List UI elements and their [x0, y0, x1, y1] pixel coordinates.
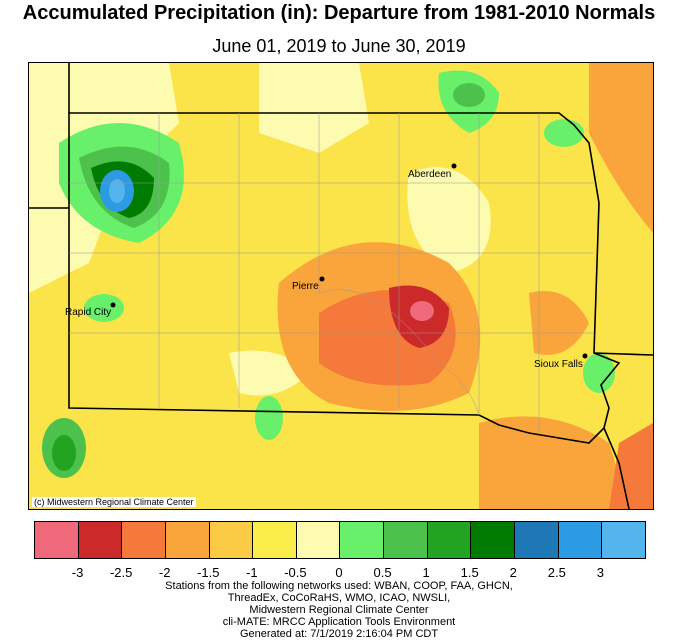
legend-tick-label: 0.5: [373, 565, 392, 580]
city-label-rapid-city: Rapid City: [65, 307, 111, 318]
legend-tick-label: -2: [158, 565, 171, 580]
city-dot-rapid-city: [110, 302, 116, 308]
map-canvas: Aberdeen Pierre Rapid City Sioux Falls: [29, 63, 653, 509]
state-boundary-east: [593, 352, 653, 356]
map-title: Accumulated Precipitation (in): Departur…: [22, 2, 656, 24]
legend-swatch: [558, 522, 603, 558]
zone-wet-south: [255, 396, 283, 440]
footer-line: Generated at: 7/1/2019 2:16:04 PM CDT: [239, 628, 439, 640]
zone-driest-center: [410, 301, 434, 321]
zone-wet-rapid-city: [84, 294, 124, 322]
county-lines: [69, 113, 594, 433]
legend-swatch: [209, 522, 254, 558]
legend-tick-label: -2.5: [109, 565, 133, 580]
zone-near-zero-north: [259, 63, 369, 153]
city-dot-pierre: [319, 276, 325, 282]
state-boundary-south: [68, 208, 605, 444]
legend-swatch: [165, 522, 210, 558]
zone-very-dry-corner: [609, 423, 653, 509]
legend-swatch: [471, 522, 516, 558]
legend-swatch: [253, 522, 297, 558]
legend-swatch: [122, 522, 166, 558]
date-range: June 01, 2019 to June 30, 2019: [212, 36, 466, 56]
zone-dry-northeast: [589, 63, 653, 233]
legend-tick-label: -1: [246, 565, 258, 580]
copyright-notice: (c) Midwestern Regional Climate Center: [32, 497, 196, 507]
legend-tick-label: 1.5: [460, 565, 479, 580]
legend-tick-label: 2.5: [547, 565, 566, 580]
legend-tick-label: 2: [509, 565, 517, 580]
zone-wettest-center: [109, 179, 125, 203]
legend-swatch: [296, 522, 341, 558]
color-legend: [34, 521, 646, 559]
precipitation-map: Aberdeen Pierre Rapid City Sioux Falls (…: [28, 62, 654, 510]
legend-tick-labels: -3 -2.5 -2 -1.5 -1 -0.5 0 0.5 1 1.5 2 2.5 3: [34, 565, 644, 583]
legend-tick-label: 3: [596, 565, 605, 580]
footer-credits: Stations from the following networks use…: [0, 580, 678, 640]
footer-line: ThreadEx, CoCoRaHS, WMO, ICAO, NWSLI,: [227, 592, 451, 604]
zone-wetter-north: [453, 83, 485, 107]
legend-swatch: [35, 522, 79, 558]
city-dot-aberdeen: [451, 163, 457, 169]
legend-tick-label: 0: [335, 565, 343, 580]
legend-swatch: [427, 522, 472, 558]
legend-swatch: [384, 522, 428, 558]
legend-tick-label: -1.5: [197, 565, 220, 580]
legend-swatch: [78, 522, 123, 558]
zone-dry-southeast: [529, 291, 589, 355]
legend-swatch: [515, 522, 559, 558]
legend-tick-label: 1: [422, 565, 430, 580]
legend-swatch: [602, 522, 645, 558]
city-label-aberdeen: Aberdeen: [408, 169, 451, 180]
footer-line: cli-MATE: MRCC Application Tools Environ…: [222, 616, 456, 628]
zone-wet-sioux-falls: [583, 353, 615, 393]
state-boundary-sd: [29, 112, 630, 509]
legend-swatch: [340, 522, 385, 558]
footer-line: Midwestern Regional Climate Center: [249, 604, 429, 616]
legend-tick-label: -0.5: [284, 565, 307, 580]
legend-tick-label: -3: [71, 565, 84, 580]
zone-wetter-southwest: [52, 435, 76, 471]
city-label-pierre: Pierre: [292, 281, 319, 292]
zone-wet-northeast: [544, 119, 584, 147]
city-dot-sioux-falls: [582, 353, 588, 359]
footer-line: Stations from the following networks use…: [165, 580, 513, 592]
zone-near-zero-ne: [407, 167, 491, 273]
city-label-sioux-falls: Sioux Falls: [534, 359, 583, 370]
